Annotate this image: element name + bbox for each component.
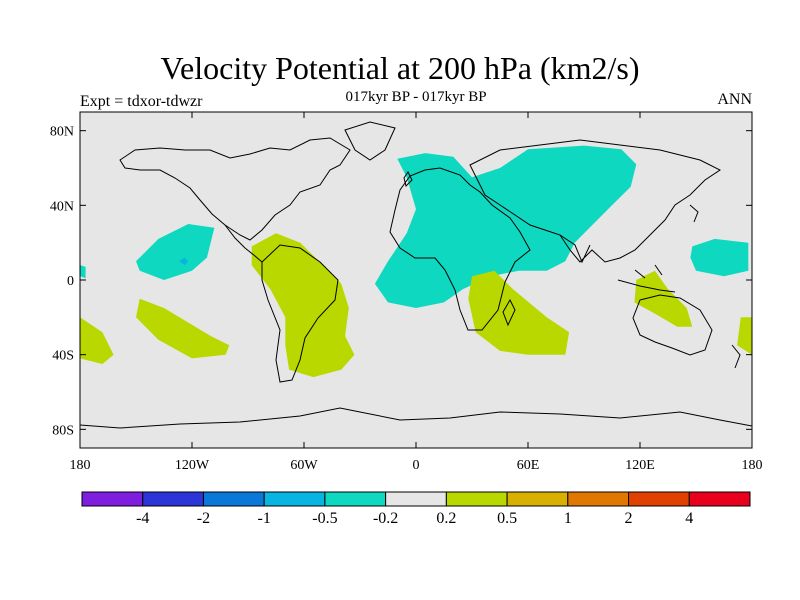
- coastline-india: [559, 234, 591, 264]
- coastline-japan: [689, 204, 699, 223]
- contour-region-positive-5: [251, 233, 355, 378]
- y-axis-ticks: 80N 40N 0 40S 80S: [50, 125, 752, 438]
- colorbar-swatch: [202, 491, 265, 507]
- x-tick-label: 180: [742, 458, 763, 473]
- colorbar-swatch: [628, 491, 690, 507]
- x-tick-label: 120W: [175, 458, 210, 473]
- contour-region-negative-3: [690, 238, 749, 277]
- contour-region-positive-6: [136, 298, 230, 359]
- colorbar-label: 4: [685, 510, 693, 527]
- contour-region-positive-8: [634, 270, 693, 327]
- colorbar-label: -2: [197, 510, 210, 527]
- contour-region-negative-4: [80, 265, 86, 279]
- coastline-madagascar: [502, 298, 516, 327]
- colorbar-label: -0.2: [373, 510, 398, 527]
- x-axis-ticks: 180 120W 60W 0 60E 120E 180: [70, 112, 763, 473]
- colorbar-swatch: [385, 491, 447, 507]
- colorbar-swatch: [506, 491, 569, 507]
- map-subtitle: 017kyr BP - 017kyr BP: [345, 89, 487, 105]
- x-tick-label: 0: [413, 458, 420, 473]
- colorbar-label: -4: [136, 510, 149, 527]
- y-tick-label: 80N: [50, 125, 74, 140]
- colorbar-swatch: [445, 491, 508, 507]
- colorbar-swatch: [81, 491, 144, 507]
- colorbar-label: 0.5: [497, 510, 517, 527]
- contour-region-negative-0: [374, 145, 637, 308]
- y-tick-label: 40N: [50, 199, 74, 214]
- coastlines: [80, 121, 752, 429]
- x-tick-label: 60W: [290, 458, 318, 473]
- contour-region-positive-9: [80, 317, 114, 364]
- y-tick-label: 80S: [52, 423, 74, 438]
- coastline-asia: [469, 139, 721, 263]
- colorbar-swatch: [688, 491, 751, 507]
- colorbar-swatch: [324, 491, 387, 507]
- colorbar-label: 1: [564, 510, 572, 527]
- map-title: Velocity Potential at 200 hPa (km2/s): [160, 50, 640, 86]
- season-label: ANN: [717, 91, 752, 108]
- coastline-antarctica: [80, 407, 752, 429]
- contour-region-positive-10: [737, 317, 752, 355]
- colorbar-swatch: [567, 491, 630, 507]
- contour-region-negative-2: [178, 257, 189, 266]
- colorbar-swatch: [263, 491, 326, 507]
- x-tick-label: 180: [70, 458, 91, 473]
- coastline-greenland: [344, 121, 396, 161]
- experiment-label: Expt = tdxor-tdwzr: [80, 93, 203, 110]
- coastline-north-america: [119, 137, 351, 241]
- colorbar-label: 2: [625, 510, 633, 527]
- contour-regions: [80, 145, 752, 378]
- coastline-indonesia: [617, 264, 676, 293]
- x-tick-label: 120E: [625, 458, 655, 473]
- coastline-new-zealand: [731, 344, 741, 369]
- colorbar: -4 -2 -1 -0.5 -0.2 0.2 0.5 1 2 4: [81, 491, 751, 527]
- coastline-central-america: [224, 224, 263, 263]
- coastline-south-america: [261, 244, 339, 383]
- y-tick-label: 40S: [52, 349, 74, 364]
- y-tick-label: 0: [67, 274, 74, 289]
- coastline-australia: [632, 294, 713, 356]
- colorbar-label: -1: [258, 510, 271, 527]
- colorbar-swatch: [142, 491, 204, 507]
- colorbar-label: -0.5: [312, 510, 337, 527]
- coastline-uk: [403, 171, 413, 187]
- x-tick-label: 60E: [517, 458, 540, 473]
- colorbar-label: 0.2: [436, 510, 456, 527]
- contour-region-positive-7: [468, 270, 570, 355]
- coastline-europe-africa: [389, 167, 531, 331]
- contour-region-negative-1: [136, 224, 215, 280]
